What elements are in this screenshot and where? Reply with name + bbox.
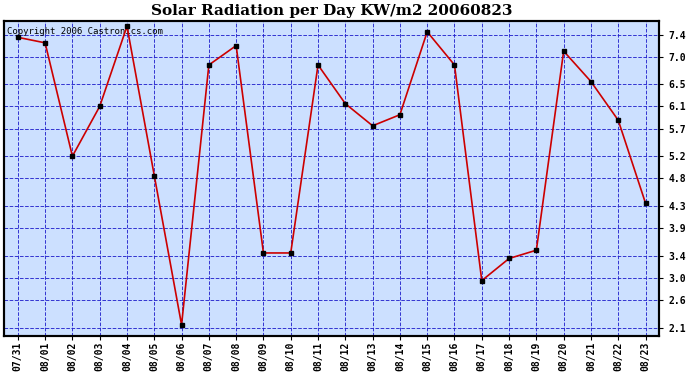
Text: Copyright 2006 Castronics.com: Copyright 2006 Castronics.com	[8, 27, 164, 36]
Title: Solar Radiation per Day KW/m2 20060823: Solar Radiation per Day KW/m2 20060823	[151, 4, 513, 18]
